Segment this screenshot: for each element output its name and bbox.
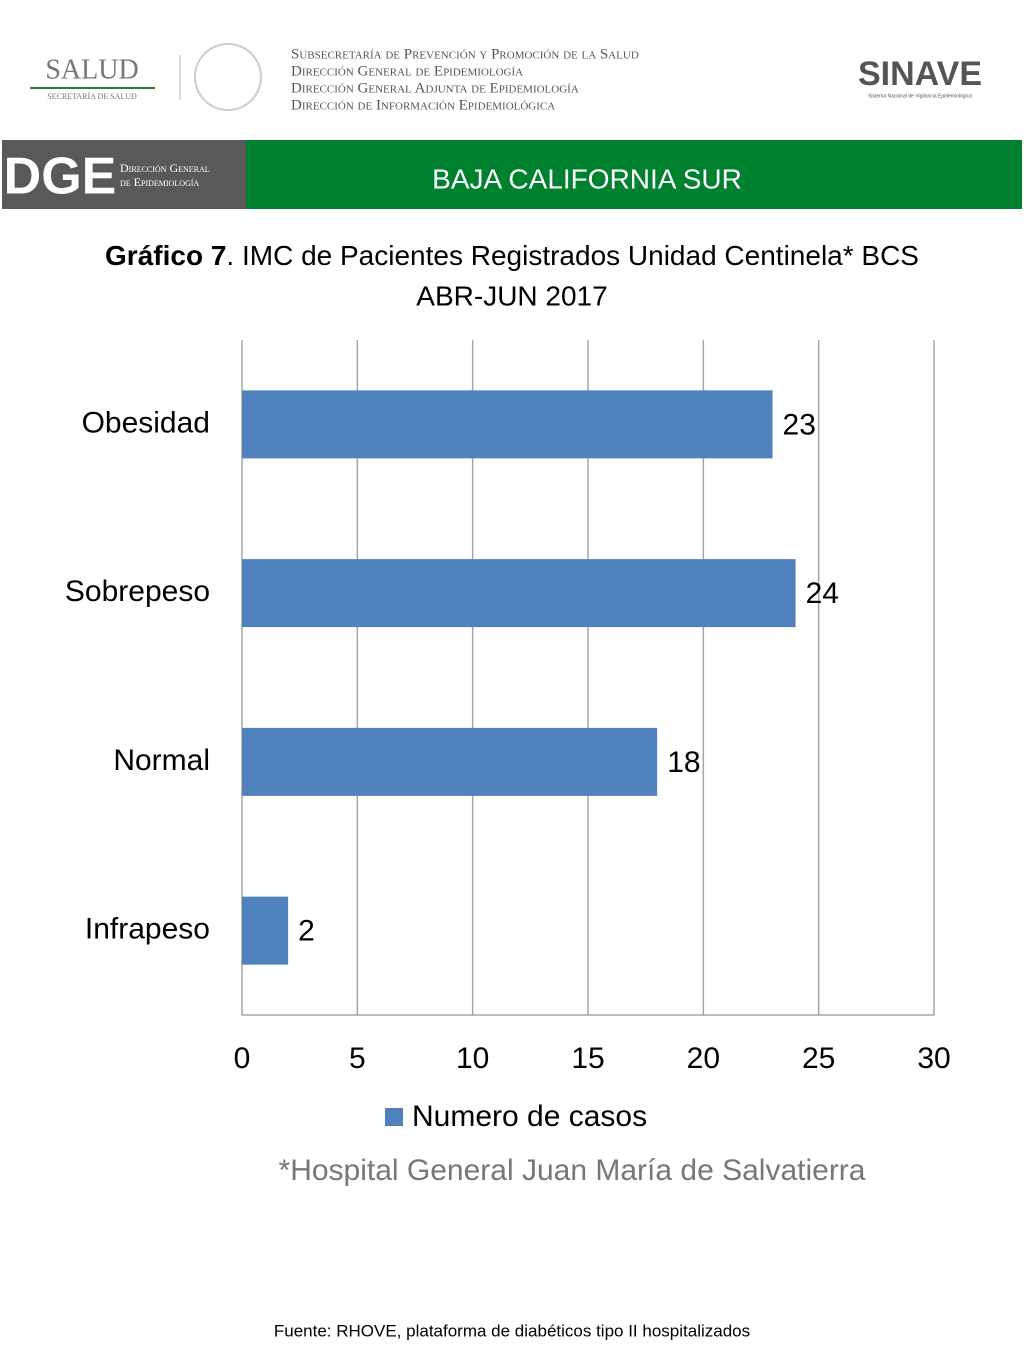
bar: [242, 896, 289, 965]
header-line: Dirección General de Epidemiología: [291, 63, 523, 79]
chart-title: Gráfico 7. IMC de Pacientes Registrados …: [105, 240, 919, 271]
note: *Hospital General Juan María de Salvatie…: [279, 1154, 866, 1187]
bar: [242, 727, 658, 796]
logo-sinave-sub: Sistema Nacional de Vigilancia Epidemiol…: [868, 93, 972, 99]
data-label: 24: [806, 577, 839, 610]
header-line: Dirección General Adjunta de Epidemiolog…: [291, 80, 579, 96]
legend-label: Numero de casos: [412, 1100, 647, 1133]
logo-sinave: SINAVE: [858, 55, 982, 93]
data-label: 18: [667, 746, 700, 779]
chart-subtitle: ABR-JUN 2017: [416, 280, 607, 311]
data-label: 2: [298, 915, 315, 948]
x-tick-label: 0: [234, 1042, 251, 1075]
banner-title: BAJA CALIFORNIA SUR: [432, 163, 742, 194]
dge-line: de Epidemiología: [120, 175, 199, 189]
x-tick-label: 15: [571, 1042, 604, 1075]
data-label: 23: [783, 408, 816, 441]
source: Fuente: RHOVE, plataforma de diabéticos …: [274, 1321, 750, 1340]
y-tick-label: Normal: [113, 744, 210, 777]
y-tick-label: Infrapeso: [85, 913, 210, 946]
dge-line: Dirección General: [120, 161, 210, 175]
bar: [242, 559, 796, 628]
x-tick-label: 25: [802, 1042, 835, 1075]
legend-swatch: [385, 1108, 403, 1126]
bar: [242, 390, 773, 459]
header-line: Dirección de Información Epidemiológica: [291, 97, 555, 113]
logo-salud: SALUD: [45, 54, 138, 85]
x-tick-label: 30: [917, 1042, 950, 1075]
y-tick-label: Obesidad: [82, 406, 210, 439]
x-tick-label: 10: [456, 1042, 489, 1075]
y-tick-label: Sobrepeso: [65, 575, 210, 608]
x-tick-label: 5: [349, 1042, 366, 1075]
x-tick-label: 20: [687, 1042, 720, 1075]
banner: [246, 140, 1022, 209]
dge-logo: DGE: [4, 148, 117, 206]
dge-block: [2, 140, 246, 209]
header-line: Subsecretaría de Prevención y Promoción …: [291, 46, 639, 62]
seal: [194, 43, 262, 111]
title-bold: Gráfico 7: [105, 240, 226, 271]
title-rest: . IMC de Pacientes Registrados Unidad Ce…: [226, 240, 919, 271]
logo-salud-sub: SECRETARÍA DE SALUD: [47, 91, 137, 101]
